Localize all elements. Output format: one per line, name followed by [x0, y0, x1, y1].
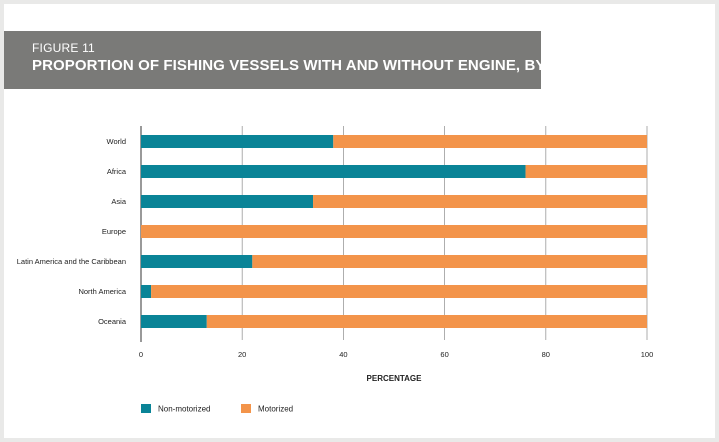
- figure-number: FIGURE 11: [32, 41, 95, 55]
- category-label: Asia: [111, 197, 126, 206]
- legend-swatch: [241, 404, 251, 413]
- category-label: Oceania: [98, 317, 127, 326]
- bar-segment: [206, 315, 647, 328]
- figure-title: PROPORTION OF FISHING VESSELS WITH AND W…: [32, 57, 652, 74]
- bar-segment: [333, 135, 647, 148]
- bar-segment: [141, 195, 314, 208]
- legend-swatch: [141, 404, 151, 413]
- bar-segment: [151, 285, 647, 298]
- bars: [141, 135, 647, 328]
- x-tick-label: 20: [238, 350, 246, 359]
- x-tick-label: 100: [641, 350, 654, 359]
- legend-label: Motorized: [258, 405, 293, 414]
- x-tick-label: 0: [139, 350, 143, 359]
- x-tick-label: 80: [542, 350, 550, 359]
- category-label: World: [107, 137, 126, 146]
- legend-label: Non-motorized: [158, 405, 210, 414]
- category-label: Africa: [107, 167, 127, 176]
- x-tick-label: 60: [440, 350, 448, 359]
- bar-segment: [252, 255, 647, 268]
- bar-segment: [313, 195, 647, 208]
- bar-segment: [525, 165, 647, 178]
- x-tick-label: 40: [339, 350, 347, 359]
- category-label: Latin America and the Caribbean: [17, 257, 126, 266]
- legend: Non-motorized Motorized: [141, 404, 293, 414]
- x-axis-label: PERCENTAGE: [367, 374, 423, 383]
- figure-title-box: FIGURE 11 PROPORTION OF FISHING VESSELS …: [4, 31, 651, 89]
- category-labels: World Africa Asia Europe Latin America and t…: [17, 137, 127, 326]
- bar-segment: [141, 165, 526, 178]
- category-label: North America: [78, 287, 126, 296]
- bar-segment: [141, 135, 334, 148]
- bar-segment: [141, 315, 207, 328]
- bar-segment: [141, 285, 152, 298]
- bar-segment: [141, 255, 253, 268]
- category-label: Europe: [102, 227, 126, 236]
- x-tick-labels: 0 20 40 60 80 100: [139, 350, 653, 359]
- bar-segment: [141, 225, 647, 238]
